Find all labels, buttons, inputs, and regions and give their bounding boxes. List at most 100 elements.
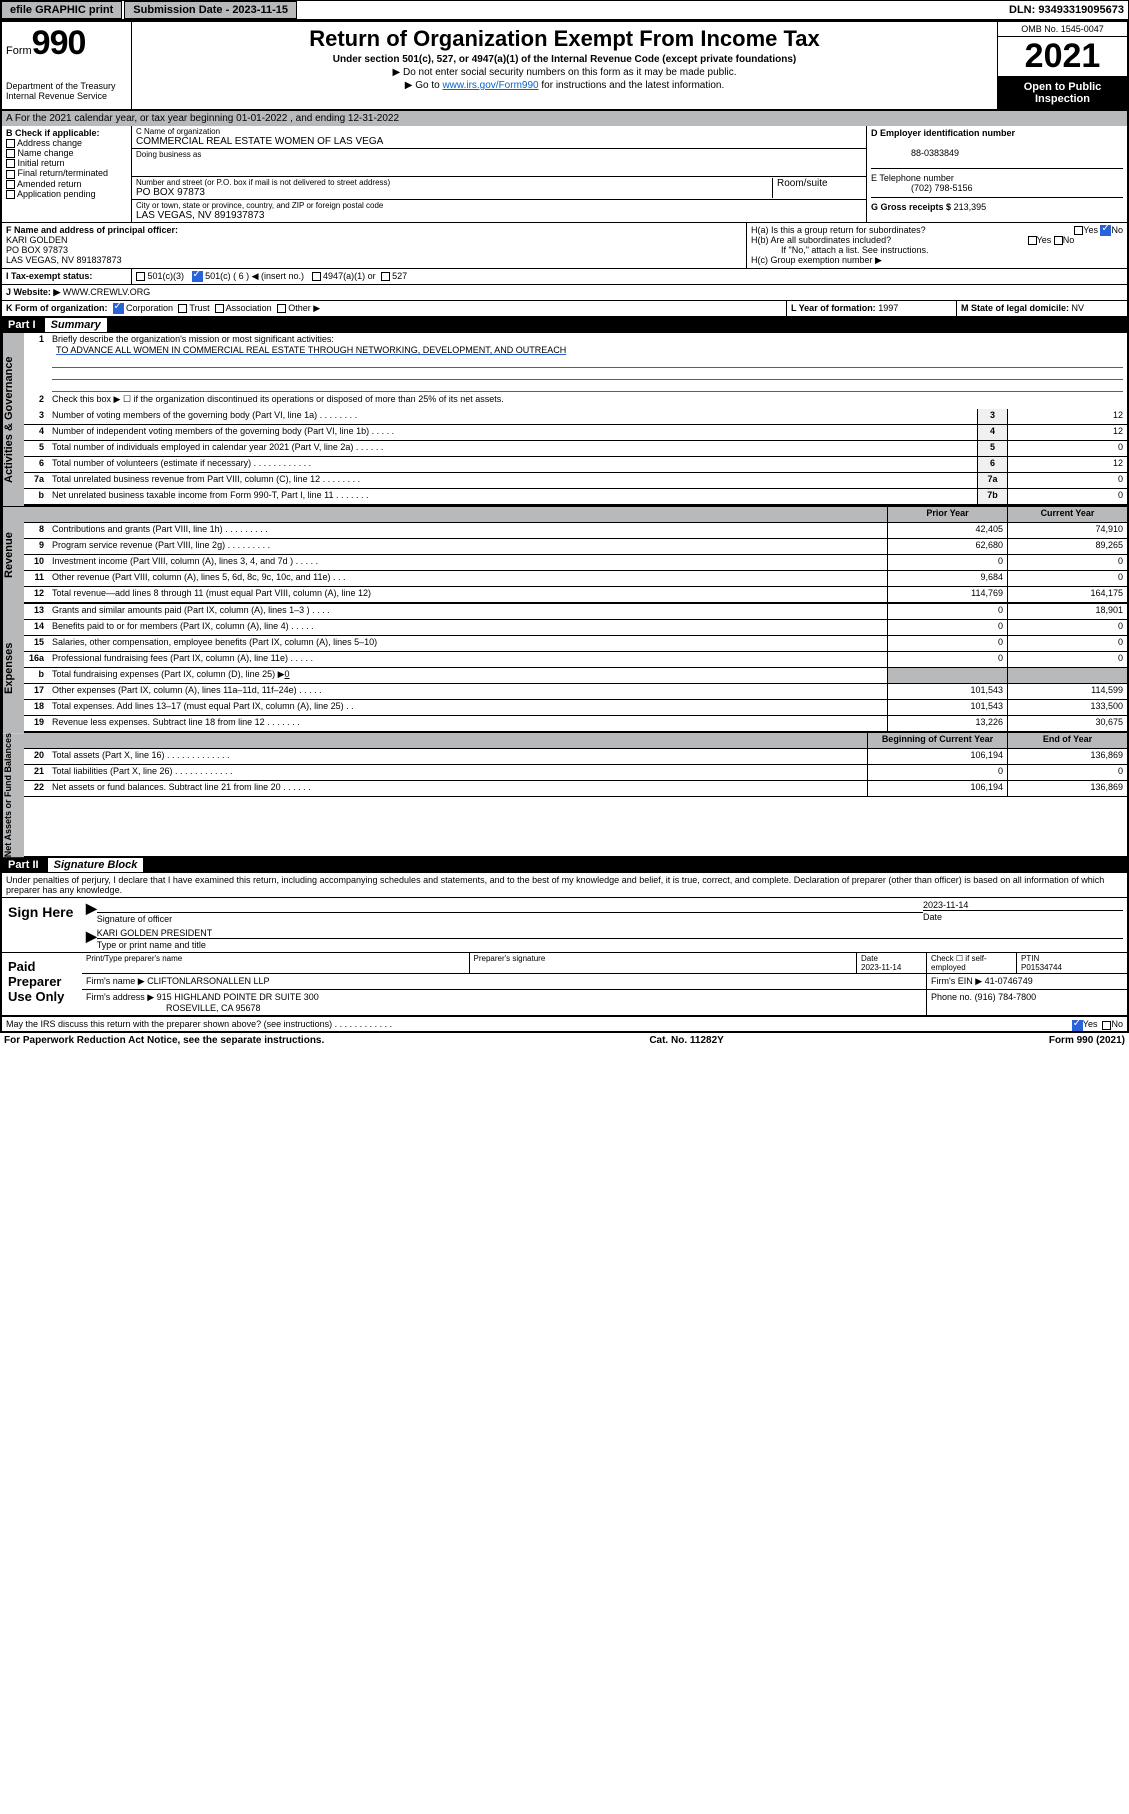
part2-header: Part II Signature Block bbox=[0, 857, 1129, 873]
i-501c[interactable] bbox=[192, 271, 203, 282]
hb-no[interactable] bbox=[1054, 236, 1063, 245]
line-3: 3 Number of voting members of the govern… bbox=[24, 409, 1127, 425]
discuss-yes[interactable] bbox=[1072, 1020, 1083, 1031]
k-trust[interactable] bbox=[178, 304, 187, 313]
k-other-l: Other ▶ bbox=[288, 303, 320, 313]
activities-governance: Activities & Governance 1 Briefly descri… bbox=[0, 333, 1129, 506]
firm-phone: (916) 784-7800 bbox=[975, 992, 1037, 1002]
street-label: Number and street (or P.O. box if mail i… bbox=[136, 178, 772, 187]
discuss-yes-l: Yes bbox=[1083, 1019, 1098, 1029]
line-12: 12 Total revenue—add lines 8 through 11 … bbox=[24, 587, 1127, 603]
checkbox-initial[interactable] bbox=[6, 159, 15, 168]
room-label: Room/suite bbox=[772, 178, 862, 198]
line-17: 17 Other expenses (Part IX, column (A), … bbox=[24, 684, 1127, 700]
checkbox-address[interactable] bbox=[6, 139, 15, 148]
line-18: 18 Total expenses. Add lines 13–17 (must… bbox=[24, 700, 1127, 716]
line-j: J Website: ▶ WWW.CREWLV.ORG bbox=[0, 285, 1129, 301]
b-pend: Application pending bbox=[17, 189, 96, 199]
m-label: M State of legal domicile: bbox=[961, 303, 1069, 313]
col-begin: Beginning of Current Year bbox=[867, 733, 1007, 748]
firm-phone-l: Phone no. bbox=[931, 992, 972, 1002]
prep-name-h: Print/Type preparer's name bbox=[82, 953, 470, 973]
l-label: L Year of formation: bbox=[791, 303, 876, 313]
i-opt0: 501(c)(3) bbox=[148, 271, 185, 281]
b-addr: Address change bbox=[17, 138, 82, 148]
mission: TO ADVANCE ALL WOMEN IN COMMERCIAL REAL … bbox=[52, 344, 1123, 356]
hb-yes[interactable] bbox=[1028, 236, 1037, 245]
arrow-icon: ▶ bbox=[86, 900, 97, 924]
irs-label: Internal Revenue Service bbox=[6, 91, 127, 101]
checkbox-final[interactable] bbox=[6, 170, 15, 179]
sign-here: Sign Here bbox=[2, 898, 82, 952]
i-501c3[interactable] bbox=[136, 272, 145, 281]
side-net: Net Assets or Fund Balances bbox=[2, 733, 24, 857]
line-13: 13 Grants and similar amounts paid (Part… bbox=[24, 604, 1127, 620]
prep-self-h: Check ☐ if self-employed bbox=[927, 953, 1017, 973]
year-formation: 1997 bbox=[878, 303, 898, 313]
i-opt3: 527 bbox=[392, 271, 407, 281]
line-15: 15 Salaries, other compensation, employe… bbox=[24, 636, 1127, 652]
col-end: End of Year bbox=[1007, 733, 1127, 748]
i-527[interactable] bbox=[381, 272, 390, 281]
k-assoc[interactable] bbox=[215, 304, 224, 313]
ha-yes[interactable] bbox=[1074, 226, 1083, 235]
sig-officer-label: Signature of officer bbox=[97, 912, 923, 924]
b-checkboxes: B Check if applicable: Address change Na… bbox=[2, 126, 132, 222]
line-8: 8 Contributions and grants (Part VIII, l… bbox=[24, 523, 1127, 539]
ha-label: H(a) Is this a group return for subordin… bbox=[751, 225, 926, 235]
block-f-h: F Name and address of principal officer:… bbox=[0, 223, 1129, 269]
submission-date: Submission Date - 2023-11-15 bbox=[124, 1, 297, 19]
f-label: F Name and address of principal officer: bbox=[6, 225, 178, 235]
efile-print-button[interactable]: efile GRAPHIC print bbox=[1, 1, 122, 19]
website: WWW.CREWLV.ORG bbox=[63, 287, 151, 297]
no-txt: No bbox=[1111, 225, 1123, 235]
k-other[interactable] bbox=[277, 304, 286, 313]
footer: For Paperwork Reduction Act Notice, see … bbox=[0, 1033, 1129, 1048]
officer-street: PO BOX 97873 bbox=[6, 245, 68, 255]
irs-link[interactable]: www.irs.gov/Form990 bbox=[442, 80, 538, 91]
officer-city: LAS VEGAS, NV 891837873 bbox=[6, 255, 122, 265]
part2-title: Signature Block bbox=[48, 858, 144, 872]
signature-block: Sign Here ▶ Signature of officer 2023-11… bbox=[0, 898, 1129, 1033]
org-street: PO BOX 97873 bbox=[136, 187, 772, 198]
firm-name-l: Firm's name ▶ bbox=[86, 976, 145, 986]
line-19: 19 Revenue less expenses. Subtract line … bbox=[24, 716, 1127, 732]
checkbox-amended[interactable] bbox=[6, 180, 15, 189]
ein: 88-0383849 bbox=[871, 148, 959, 158]
line16b-text: Total fundraising expenses (Part IX, col… bbox=[52, 669, 285, 679]
tax-year: 2021 bbox=[998, 37, 1127, 77]
line-22: 22 Net assets or fund balances. Subtract… bbox=[24, 781, 1127, 797]
line-9: 9 Program service revenue (Part VIII, li… bbox=[24, 539, 1127, 555]
checkbox-pending[interactable] bbox=[6, 190, 15, 199]
b-name: Name change bbox=[18, 148, 74, 158]
goto-suffix: for instructions and the latest informat… bbox=[539, 80, 725, 91]
ha-no[interactable] bbox=[1100, 225, 1111, 236]
submission-topbar: efile GRAPHIC print Submission Date - 20… bbox=[0, 0, 1129, 20]
form-number: 990 bbox=[32, 24, 86, 62]
line16b-val: 0 bbox=[285, 669, 290, 679]
i-opt2: 4947(a)(1) or bbox=[323, 271, 376, 281]
side-activities: Activities & Governance bbox=[2, 333, 24, 506]
side-expenses: Expenses bbox=[2, 604, 24, 733]
state-domicile: NV bbox=[1072, 303, 1085, 313]
k-assoc-l: Association bbox=[226, 303, 272, 313]
paid-label: Paid Preparer Use Only bbox=[2, 953, 82, 1015]
g-label: G Gross receipts $ bbox=[871, 202, 951, 212]
form-word: Form bbox=[6, 45, 32, 57]
i-4947[interactable] bbox=[312, 272, 321, 281]
k-corp[interactable] bbox=[113, 303, 124, 314]
col-prior: Prior Year bbox=[887, 507, 1007, 522]
no-txt2: No bbox=[1063, 235, 1075, 245]
expenses-block: Expenses 13 Grants and similar amounts p… bbox=[0, 604, 1129, 733]
ssn-note: ▶ Do not enter social security numbers o… bbox=[136, 67, 993, 78]
line-6: 6 Total number of volunteers (estimate i… bbox=[24, 457, 1127, 473]
line2-text: Check this box ▶ ☐ if the organization d… bbox=[48, 393, 1127, 409]
prep-date: 2023-11-14 bbox=[861, 963, 901, 972]
dept-treasury: Department of the Treasury bbox=[6, 81, 127, 91]
checkbox-name[interactable] bbox=[6, 149, 15, 158]
ptin-h: PTIN bbox=[1021, 954, 1039, 963]
line-7b: b Net unrelated business taxable income … bbox=[24, 489, 1127, 505]
line-16a: 16a Professional fundraising fees (Part … bbox=[24, 652, 1127, 668]
footer-cat: Cat. No. 11282Y bbox=[649, 1035, 723, 1046]
arrow-icon-2: ▶ bbox=[86, 928, 97, 950]
